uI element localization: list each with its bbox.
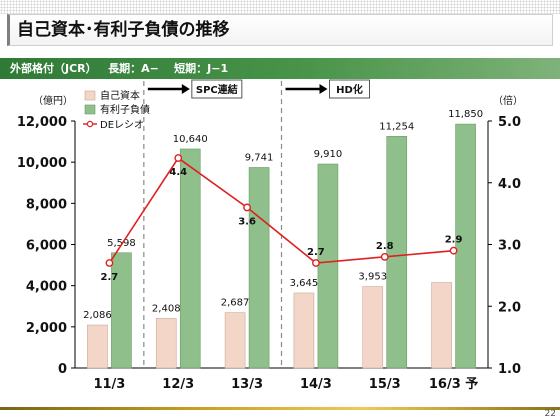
debt-value-label: 11,254 (379, 121, 414, 132)
de-ratio-point (174, 154, 183, 162)
debt-bar (317, 163, 339, 369)
equity-bar (87, 324, 108, 369)
period-arrow-head (181, 84, 190, 94)
debt-bar (111, 252, 132, 369)
debt-bar (179, 148, 201, 369)
y-left-tick-label: 4,000 (26, 280, 67, 295)
x-tick-label: 11/3 (93, 377, 125, 392)
y-right-tick-label: 5.0 (498, 115, 521, 130)
debt-value-label: 11,850 (448, 109, 483, 120)
de-ratio-point (312, 259, 320, 267)
y-right-tick-label: 4.0 (498, 177, 521, 192)
equity-bar (224, 312, 246, 369)
period-arrow-head (319, 84, 328, 94)
debt-bar (386, 136, 408, 369)
de-ratio-value-label: 4.4 (169, 167, 187, 178)
legend-equity-label: 自己資本 (100, 89, 140, 102)
equity-bar (431, 282, 452, 369)
credit-rating-band: 外部格付（JCR） 長期：A− 短期：J−1 (0, 58, 560, 79)
equity-value-label: 2,408 (152, 303, 181, 314)
period-annotation-label: HD化 (336, 83, 363, 96)
de-ratio-point (243, 203, 251, 212)
equity-bar (293, 292, 315, 369)
de-ratio-value-label: 2.7 (101, 272, 119, 283)
de-ratio-point (449, 246, 458, 255)
legend-equity-swatch (84, 90, 96, 101)
credit-rating-text: 外部格付（JCR） 長期：A− 短期：J−1 (10, 62, 229, 75)
period-annotation-label: SPC連結 (196, 83, 238, 96)
page-number: 22 (544, 409, 556, 419)
period-annotation-box (329, 79, 370, 99)
equity-bar (362, 286, 384, 369)
legend-debt-label: 有利子負債 (100, 103, 150, 116)
debt-value-label: 10,640 (173, 134, 208, 145)
de-ratio-value-label: 2.8 (376, 241, 394, 252)
y-left-tick-label: 10,000 (17, 156, 67, 171)
de-ratio-point (105, 259, 114, 267)
legend-debt-swatch (84, 104, 96, 115)
de-ratio-point (380, 252, 389, 261)
y-left-tick-label: 12,000 (17, 115, 67, 130)
legend-ratio-label: DEレシオ (100, 119, 144, 131)
slide-title: 自己資本･有利子負債の推移 (7, 14, 553, 46)
y-right-tick-label: 3.0 (498, 239, 521, 254)
de-ratio-value-label: 2.7 (307, 247, 325, 258)
period-annotation-box (191, 79, 243, 99)
gold-footer-line (0, 407, 560, 410)
y-left-tick-label: 8,000 (26, 197, 67, 212)
equity-value-label: 3,645 (290, 278, 319, 289)
x-tick-label: 13/3 (231, 377, 263, 392)
y-right-unit-label: （倍） (493, 94, 523, 107)
de-ratio-value-label: 3.6 (238, 216, 256, 227)
equity-debt-chart: 0 2,000 4,000 6,000 8,000 10,000 12,000 1.0 2.0 3… (17, 79, 523, 392)
legend-ratio-marker (86, 120, 94, 128)
y-left-tick-label: 2,000 (26, 321, 67, 336)
y-left-unit-label: （億円） (33, 94, 73, 107)
equity-value-label: 3,953 (358, 272, 387, 283)
equity-bar (155, 318, 177, 369)
y-right-tick-label: 1.0 (498, 362, 521, 377)
x-tick-label: 16/3 予 (429, 377, 478, 392)
x-tick-label: 15/3 (369, 377, 401, 392)
equity-value-label: 2,086 (83, 310, 112, 321)
x-tick-label: 14/3 (300, 377, 332, 392)
debt-bar (248, 167, 270, 369)
y-left-tick-label: 0 (58, 362, 67, 377)
y-right-tick-label: 2.0 (498, 300, 521, 315)
dotted-header-strip (0, 0, 560, 14)
y-left-tick-label: 6,000 (26, 239, 67, 254)
debt-value-label: 9,910 (314, 149, 343, 160)
de-ratio-value-label: 2.9 (445, 235, 463, 246)
equity-value-label: 2,687 (221, 298, 250, 309)
x-tick-label: 12/3 (162, 377, 194, 392)
de-ratio-line (108, 156, 454, 264)
debt-value-label: 9,741 (245, 152, 274, 163)
debt-bar (455, 123, 476, 369)
